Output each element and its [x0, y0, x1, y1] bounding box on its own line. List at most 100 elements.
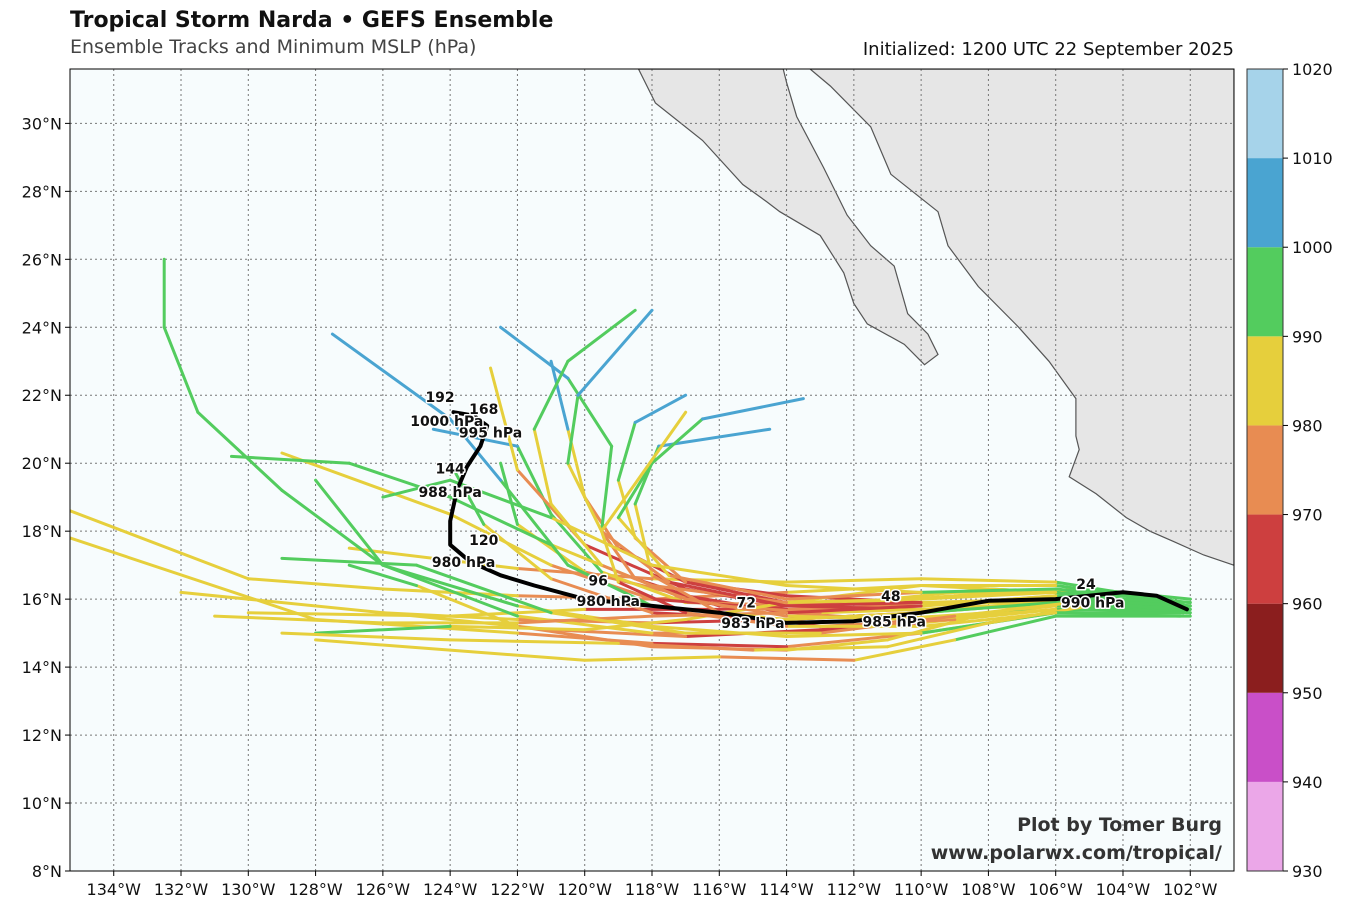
- lat-tick-label: 8°N: [32, 862, 62, 881]
- ensemble-member-track: [280, 556, 1189, 635]
- track-segment: [280, 488, 385, 567]
- track-segment: [330, 332, 452, 421]
- track-segment: [70, 536, 318, 622]
- ensemble-member-track: [314, 614, 1192, 662]
- lon-tick-label: 124°W: [423, 880, 478, 899]
- lat-tick-label: 30°N: [22, 114, 62, 133]
- track-segment: [566, 308, 637, 363]
- track-segment: [314, 624, 452, 635]
- pressure-label: 1000 hPa: [410, 414, 483, 430]
- track-segment: [549, 502, 604, 567]
- colorbar-swatch: [1247, 336, 1283, 426]
- track-segment: [717, 655, 856, 662]
- pressure-label: 990 hPa: [1061, 596, 1124, 612]
- lon-tick-label: 130°W: [221, 880, 276, 899]
- track-segment: [499, 461, 519, 526]
- track-segment: [448, 648, 587, 662]
- lon-tick-label: 116°W: [692, 880, 747, 899]
- track-segment: [448, 417, 503, 482]
- track-segment: [229, 454, 351, 465]
- gridlines: [70, 69, 1234, 871]
- colorbar-swatch: [1247, 158, 1283, 248]
- track-segment: [600, 410, 688, 533]
- track-segment: [70, 509, 250, 581]
- track-segment: [515, 631, 654, 645]
- track-segment: [448, 624, 587, 632]
- colorbar-label: 980: [1292, 416, 1323, 435]
- lat-tick-label: 24°N: [22, 318, 62, 337]
- colorbar-swatch: [1247, 425, 1283, 515]
- track-segment: [633, 393, 688, 424]
- lat-tick-label: 12°N: [22, 726, 62, 745]
- ensemble-member-track: [280, 604, 1192, 652]
- track-segment: [785, 590, 923, 601]
- track-segment: [499, 478, 570, 567]
- track-segment: [515, 614, 654, 635]
- track-segment: [347, 546, 519, 571]
- track-segment: [785, 604, 923, 615]
- track-segment: [818, 607, 923, 615]
- ensemble-member-track: [381, 478, 1192, 605]
- track-segment: [415, 563, 553, 615]
- colorbar-label: 950: [1292, 684, 1323, 703]
- track-segment: [667, 580, 789, 608]
- track-segment: [381, 563, 519, 608]
- colorbar-frame: [1246, 68, 1284, 872]
- track-segment: [489, 366, 519, 472]
- track-segment: [785, 601, 923, 608]
- lon-tick-label: 134°W: [87, 880, 142, 899]
- track-segment: [919, 577, 1058, 584]
- forecast-hour-label: 96: [588, 574, 607, 590]
- track-segment: [650, 563, 789, 588]
- baja-california-land: [637, 69, 939, 366]
- forecast-hour-label: 120: [469, 533, 498, 549]
- lon-tick-label: 110°W: [894, 880, 949, 899]
- track-segment: [381, 563, 519, 618]
- track-segment: [431, 427, 519, 448]
- track-segment: [280, 556, 419, 567]
- lat-tick-label: 22°N: [22, 386, 62, 405]
- track-segment: [657, 427, 772, 448]
- track-segment: [347, 461, 452, 499]
- track-segment: [196, 410, 284, 492]
- track-segment: [162, 325, 200, 414]
- track-segment: [482, 522, 553, 581]
- track-segment: [381, 587, 519, 598]
- track-segment: [1071, 601, 1189, 611]
- lon-tick-label: 108°W: [961, 880, 1016, 899]
- track-segment: [515, 522, 587, 574]
- track-segment: [600, 444, 614, 533]
- track-segment: [650, 573, 721, 615]
- pressure-label: 995 hPa: [459, 426, 522, 442]
- track-segment: [852, 638, 957, 662]
- track-segment: [650, 624, 789, 639]
- track-segment: [818, 614, 957, 635]
- colorbar-swatch: [1247, 69, 1283, 159]
- track-segment: [751, 645, 889, 652]
- track-segment: [549, 611, 688, 635]
- forecast-hour-label: 48: [881, 589, 900, 605]
- lon-tick-label: 128°W: [288, 880, 343, 899]
- track-segment: [650, 641, 789, 649]
- track-segment: [785, 577, 923, 584]
- track-segment: [448, 478, 553, 520]
- track-segment: [549, 516, 654, 567]
- track-segment: [314, 478, 385, 567]
- lat-tick-label: 10°N: [22, 794, 62, 813]
- track-segment: [650, 584, 789, 605]
- colorbar-swatch: [1247, 692, 1283, 782]
- forecast-hour-label: 24: [1076, 577, 1096, 593]
- track-segment: [280, 451, 452, 516]
- track-segment: [785, 584, 923, 605]
- lat-tick-label: 18°N: [22, 522, 62, 541]
- colorbar-label: 940: [1292, 773, 1323, 792]
- track-segment: [549, 359, 570, 431]
- lon-tick-label: 104°W: [1096, 880, 1151, 899]
- track-segment: [953, 614, 1058, 642]
- track-segment: [213, 614, 385, 625]
- track-segment: [280, 631, 452, 642]
- lat-tick-label: 16°N: [22, 590, 62, 609]
- colorbar-swatch: [1247, 514, 1283, 604]
- forecast-hour-label: 144: [436, 461, 465, 477]
